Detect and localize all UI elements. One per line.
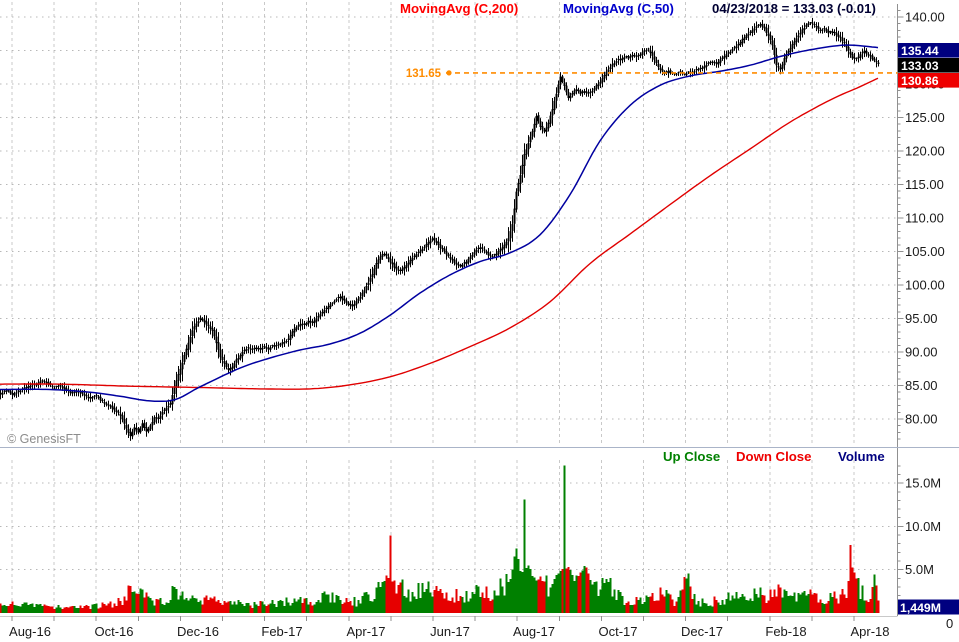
x-axis-label: Dec-17 xyxy=(681,624,723,639)
axis-ticks xyxy=(0,4,904,621)
price-badge-ma50-value: 135.44 xyxy=(901,44,939,58)
volume-down-bars xyxy=(0,535,880,613)
x-axis-label: Aug-17 xyxy=(513,624,555,639)
legend-quote-label: 04/23/2018 = 133.03 (-0.01) xyxy=(712,1,876,16)
candle-bodies xyxy=(0,22,880,437)
axis-labels: 140.00135.00130.00125.00120.00115.00110.… xyxy=(9,10,945,640)
x-axis-label: Apr-18 xyxy=(850,624,889,639)
price-axis-label: 105.00 xyxy=(905,244,945,259)
gridlines xyxy=(0,2,898,616)
x-axis-label: Feb-17 xyxy=(261,624,302,639)
price-axis-label: 110.00 xyxy=(905,211,944,226)
price-badge-ma50: 135.44 xyxy=(898,43,959,58)
volume-legend-down-close: Down Close xyxy=(736,449,811,464)
price-badge-ma200-bg xyxy=(898,73,959,88)
x-axis-label: Aug-16 xyxy=(9,624,51,639)
volume-up-bars xyxy=(1,465,876,613)
price-axis-label: 90.00 xyxy=(905,345,938,360)
volume-axis-label: 15.0M xyxy=(905,476,941,491)
legend-ma200-label: MovingAvg (C,200) xyxy=(400,1,518,16)
price-axis-label: 140.00 xyxy=(905,10,945,25)
price-badge-last-close-bg xyxy=(898,58,959,73)
price-badge-ma200-value: 130.86 xyxy=(901,74,939,88)
price-axis-label: 125.00 xyxy=(905,110,945,125)
legend-ma50-label: MovingAvg (C,50) xyxy=(563,1,674,16)
support-price-label: 131.65 xyxy=(406,68,442,80)
price-axis-label: 100.00 xyxy=(905,278,945,293)
price-badge-ma200: 130.86 xyxy=(898,73,959,88)
vertical-gridlines xyxy=(11,2,855,616)
volume-badge-value: 1,449M xyxy=(900,601,941,615)
support-dashed-line xyxy=(446,70,898,76)
x-axis-label: Oct-17 xyxy=(598,624,637,639)
price-badge-last-close: 133.03 xyxy=(898,58,959,73)
volume-badge: 1,449M xyxy=(898,599,959,615)
price-axis-label: 85.00 xyxy=(905,378,938,393)
volume-axis-label: 5.0M xyxy=(905,562,934,577)
price-badge-last-close-value: 133.03 xyxy=(901,59,939,73)
watermark: © GenesisFT xyxy=(7,432,81,446)
x-axis-label: Feb-18 xyxy=(765,624,806,639)
moving-average-lines xyxy=(0,44,879,403)
support-anchor-dot xyxy=(446,70,452,76)
volume-bars-series xyxy=(0,465,880,613)
ma50-line xyxy=(0,44,879,403)
volume-legend-volume: Volume xyxy=(838,449,885,464)
price-axis-label: 115.00 xyxy=(905,177,944,192)
x-axis-label: Oct-16 xyxy=(94,624,133,639)
candle-wicks xyxy=(0,17,879,441)
volume-legend-up-close: Up Close xyxy=(663,449,720,464)
price-axis-label: 120.00 xyxy=(905,144,945,159)
volume-axis-label: 10.0M xyxy=(905,519,941,534)
volume-badge-bg xyxy=(898,599,959,615)
volume-zero-label: 0 xyxy=(946,616,953,631)
price-badge-ma50-bg xyxy=(898,43,959,58)
horizontal-gridlines xyxy=(0,16,898,571)
x-axis-label: Jun-17 xyxy=(430,624,470,639)
ma200-line xyxy=(0,77,879,390)
price-axis-label: 95.00 xyxy=(905,311,938,326)
x-axis-label: Dec-16 xyxy=(177,624,219,639)
x-axis-label: Apr-17 xyxy=(346,624,385,639)
price-axis-label: 80.00 xyxy=(905,412,938,427)
candlestick-series xyxy=(0,17,880,441)
